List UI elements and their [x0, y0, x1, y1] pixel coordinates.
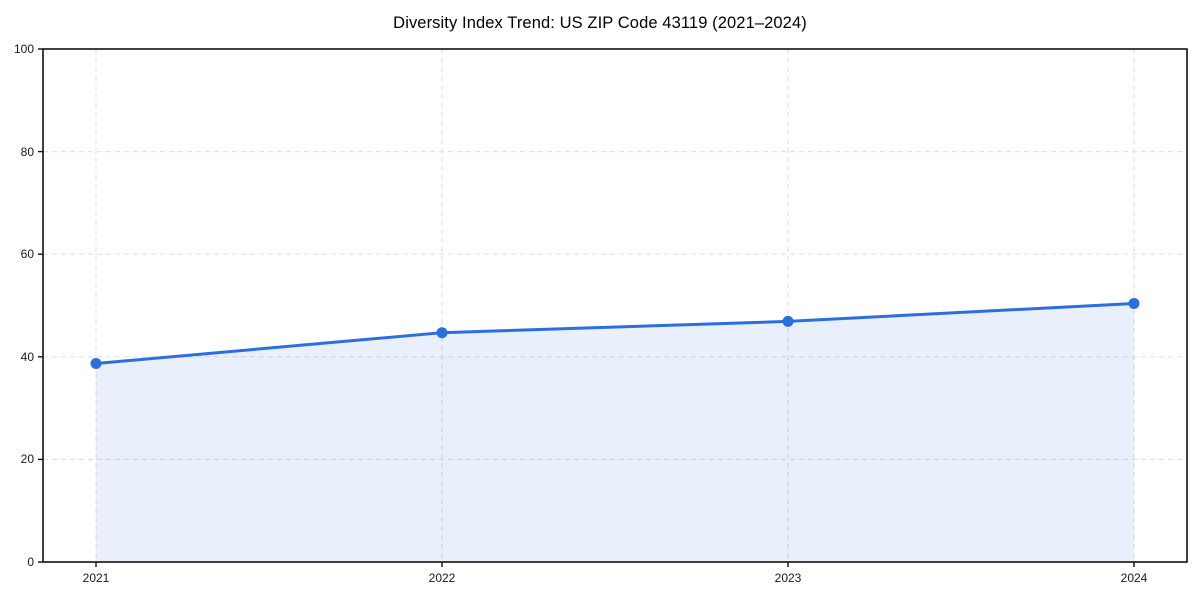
x-tick-label: 2022 [428, 571, 456, 585]
trend-line [94, 301, 1136, 365]
data-point-marker [90, 357, 102, 369]
y-tick-label: 40 [20, 349, 34, 364]
data-point-marker [436, 327, 448, 339]
y-tick-label: 100 [13, 42, 34, 56]
y-tick-label: 60 [20, 247, 34, 262]
y-tick-label: 20 [20, 452, 34, 467]
chart-title: Diversity Index Trend: US ZIP Code 43119… [393, 14, 807, 32]
x-tick-label: 2024 [1120, 571, 1148, 585]
y-tick-label: 0 [27, 555, 34, 569]
data-point-marker [1128, 297, 1140, 309]
x-tick-label: 2023 [774, 571, 802, 585]
plot-border [42, 48, 1188, 563]
x-tick-label: 2021 [82, 571, 110, 585]
data-point-marker [782, 315, 794, 327]
y-tick-label: 80 [20, 144, 34, 159]
area-fill [96, 303, 1134, 562]
